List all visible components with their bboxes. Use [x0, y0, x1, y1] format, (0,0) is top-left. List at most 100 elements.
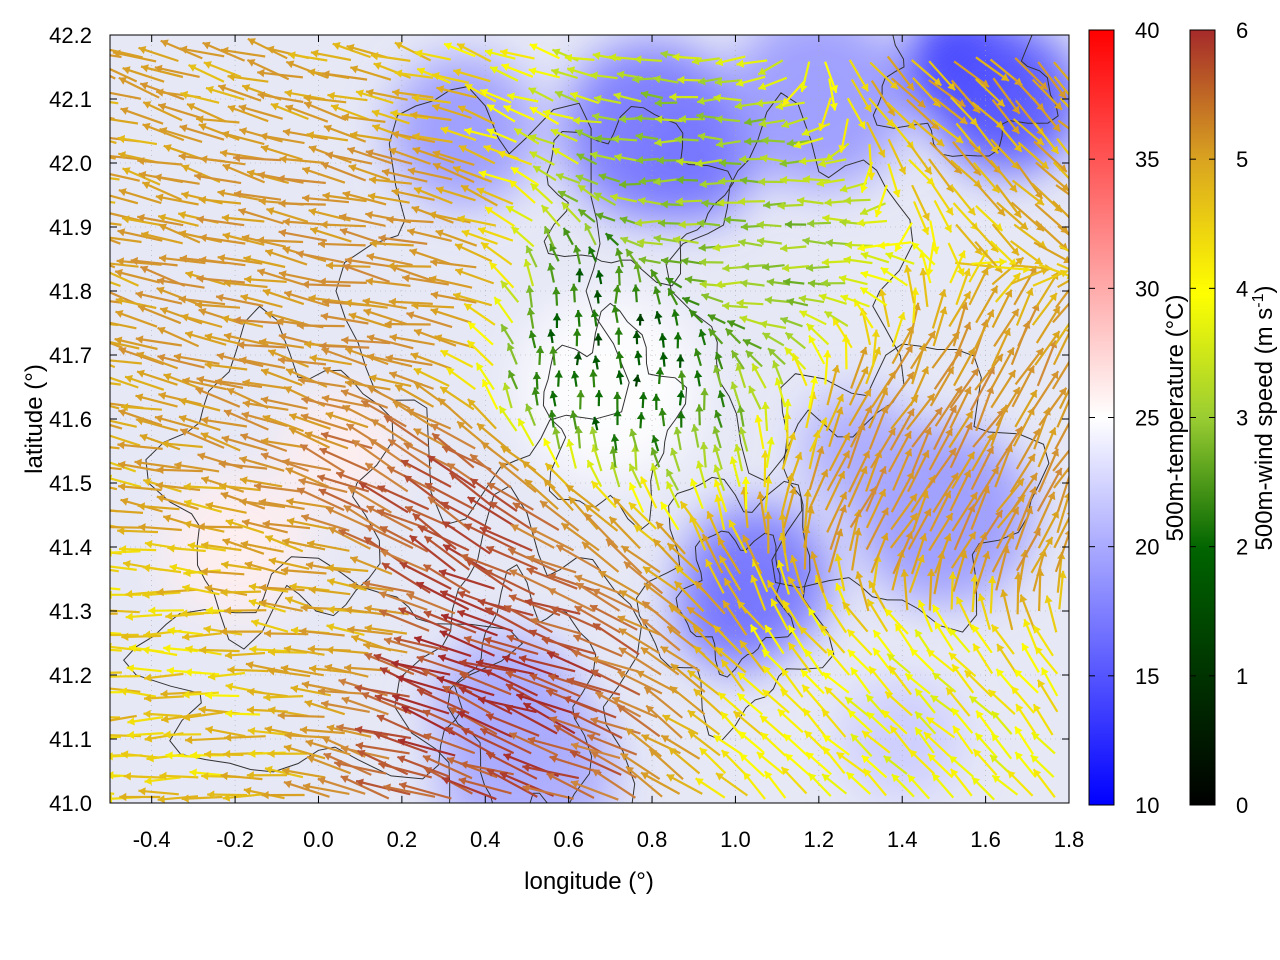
wind-vector: [367, 385, 411, 410]
wind-vector: [951, 491, 979, 532]
wind-vector: [787, 624, 808, 655]
temperature-colorbar-label: 500m-temperature (°C): [1162, 294, 1189, 541]
wind-vector: [990, 732, 1013, 760]
wind-vector: [498, 405, 518, 432]
wind-vector: [933, 199, 953, 233]
wind-vector: [779, 316, 803, 328]
y-axis-label: latitude (°): [21, 364, 48, 474]
wind-vector: [909, 330, 937, 370]
wind-vector: [883, 755, 908, 775]
wind-vector: [430, 291, 477, 304]
wind-vector: [349, 65, 392, 81]
wind-vector: [1015, 287, 1034, 326]
wind-vector: [110, 172, 140, 182]
wind-vector: [631, 284, 641, 303]
wind-vector: [110, 691, 122, 694]
wind-vector: [110, 382, 121, 386]
wind-vector: [564, 53, 595, 63]
wind-vector: [1012, 118, 1045, 146]
wind-vector: [240, 540, 284, 553]
wind-vector: [991, 99, 1021, 135]
wind-vector: [715, 280, 743, 289]
x-ticks: -0.4 -0.2 0.0 0.2 0.4 0.6 0.8 1.0 1.2 1.4 1.6 1.8: [133, 35, 1084, 852]
wind-vector: [868, 405, 889, 451]
wind-vector: [286, 517, 329, 530]
wind-vector: [665, 277, 683, 289]
wind-vector: [505, 670, 558, 693]
wind-vector: [401, 705, 456, 736]
wind-vector: [666, 542, 700, 573]
wind-vector: [318, 277, 367, 286]
wind-vector: [224, 651, 266, 660]
wind-vector: [888, 665, 912, 696]
wind-vector: [573, 244, 582, 265]
wind-vector: [317, 776, 366, 795]
wind-vector: [827, 528, 844, 573]
temperature-region: [520, 297, 701, 477]
wind-vector: [681, 296, 700, 306]
wind-vector: [634, 55, 662, 64]
wind-vector: [439, 590, 495, 616]
wind-vector: [658, 408, 667, 427]
wind-vector: [296, 250, 344, 264]
wind-vector: [110, 281, 121, 288]
wind-vector: [333, 760, 387, 775]
wind-vector: [757, 177, 784, 186]
wind-vector: [780, 668, 804, 698]
wind-vector: [826, 364, 840, 406]
wind-vector: [267, 749, 308, 758]
wind-vector: [476, 187, 514, 205]
wind-vector: [483, 668, 538, 697]
wind-vector: [655, 521, 686, 555]
wind-vector: [148, 606, 184, 615]
wind-vector: [143, 672, 184, 682]
wind-vector: [349, 556, 393, 576]
wind-vector: [988, 576, 997, 614]
wind-vector: [933, 97, 968, 125]
wind-vector: [835, 751, 866, 774]
wind-vector: [431, 71, 470, 84]
wind-vector: [927, 447, 957, 489]
wind-vector: [348, 312, 391, 329]
wind-vector: [798, 157, 828, 166]
wind-vector: [775, 101, 805, 111]
wind-vector: [484, 569, 535, 596]
wind-vector: [110, 341, 123, 349]
wind-vector: [786, 451, 803, 491]
wind-vector: [802, 707, 826, 737]
wind-vector: [884, 690, 913, 717]
wind-vector: [547, 329, 556, 344]
wind-vector: [188, 64, 225, 83]
wind-vector: [968, 267, 989, 306]
wind-vector: [848, 388, 872, 427]
wind-vector: [526, 554, 577, 574]
wind-vector: [569, 750, 622, 776]
wind-vector: [262, 288, 305, 306]
wind-vector: [891, 311, 906, 347]
wind-vector: [736, 405, 746, 427]
wind-vector: [656, 156, 680, 165]
wind-vector: [413, 328, 457, 347]
wind-vector: [931, 288, 947, 329]
wind-vector: [572, 116, 602, 125]
wind-vector: [974, 309, 995, 349]
wind-vector: [391, 130, 436, 144]
wind-vector: [618, 646, 662, 676]
wind-vector: [577, 208, 596, 223]
wind-vector: [738, 426, 749, 452]
wind-vector: [972, 466, 1000, 508]
wind-vector: [136, 351, 179, 370]
wind-vector: [834, 553, 846, 592]
wind-vector: [874, 184, 888, 218]
wind-vector: [757, 59, 784, 76]
wind-vector: [381, 562, 431, 594]
wind-vector: [843, 255, 873, 265]
wind-vector: [281, 566, 327, 575]
wind-vector: [324, 663, 369, 678]
wind-vector: [609, 461, 621, 488]
wind-vector: [237, 207, 284, 225]
wind-vector: [574, 309, 583, 327]
wind-vector: [486, 768, 538, 798]
wind-vector: [952, 301, 969, 347]
x-tick-label: 0.4: [470, 827, 501, 852]
